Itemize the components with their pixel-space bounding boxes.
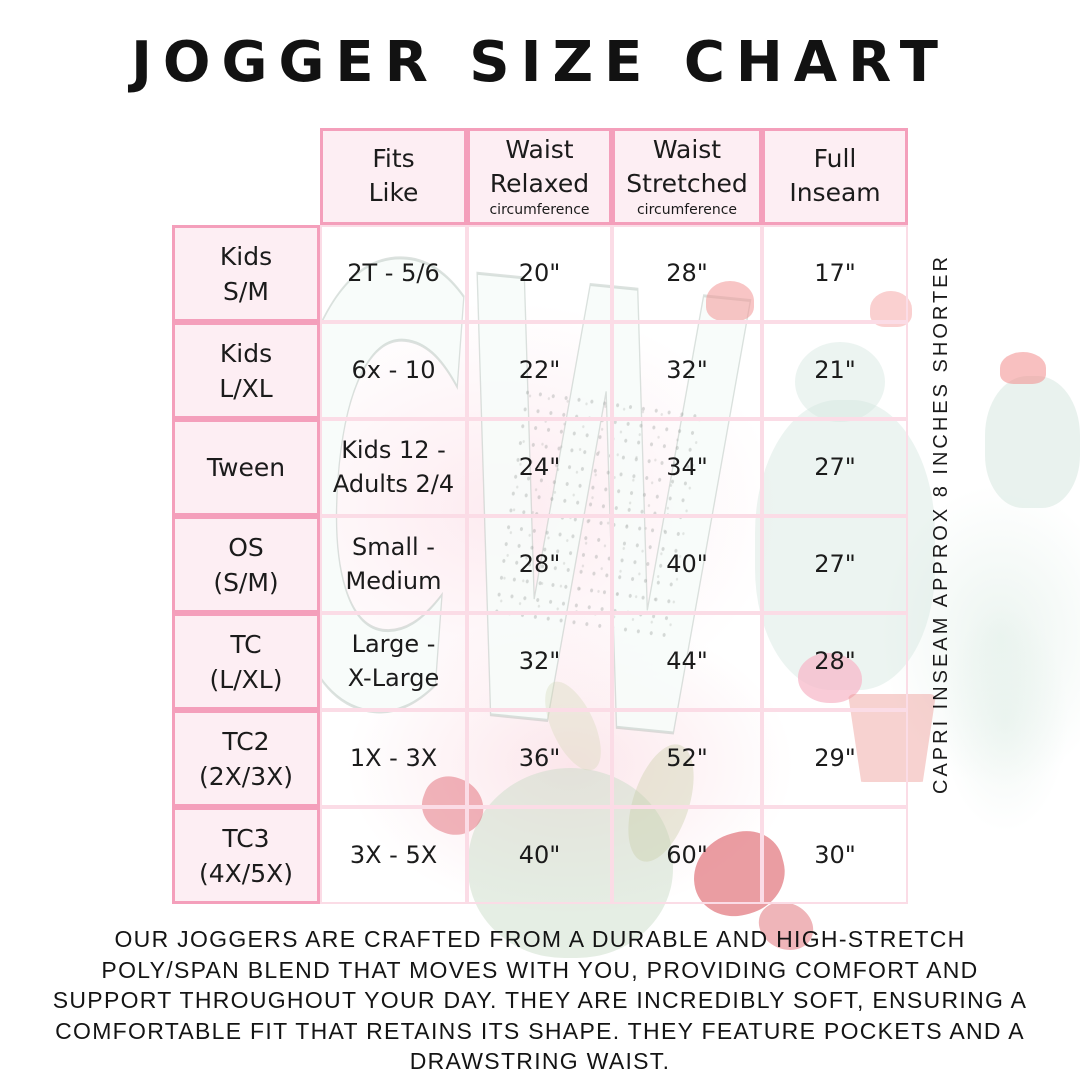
column-header-title: Waist Relaxed bbox=[489, 134, 590, 198]
cell-tc2-full-inseam: 29" bbox=[762, 710, 908, 807]
cell-tc2-waist-stretched: 52" bbox=[612, 710, 762, 807]
column-header-waist-stretched: Waist Stretched circumference bbox=[612, 128, 762, 225]
cell-tc-lxl-full-inseam: 28" bbox=[762, 613, 908, 710]
cell-os-sm-fits-like: Small - Medium bbox=[320, 516, 467, 613]
row-label-tc2: TC2 (2X/3X) bbox=[172, 710, 320, 807]
cell-tc3-waist-relaxed: 40" bbox=[467, 807, 612, 904]
cell-tween-fits-like: Kids 12 - Adults 2/4 bbox=[320, 419, 467, 516]
cell-kids-sm-waist-stretched: 28" bbox=[612, 225, 762, 322]
cell-tween-waist-relaxed: 24" bbox=[467, 419, 612, 516]
row-label-tc3: TC3 (4X/5X) bbox=[172, 807, 320, 904]
cell-kids-sm-full-inseam: 17" bbox=[762, 225, 908, 322]
cell-tc3-fits-like: 3X - 5X bbox=[320, 807, 467, 904]
cell-kids-sm-fits-like: 2T - 5/6 bbox=[320, 225, 467, 322]
column-header-title: Waist Stretched bbox=[626, 134, 748, 198]
row-label-tween: Tween bbox=[172, 419, 320, 516]
row-label-kids-sm: Kids S/M bbox=[172, 225, 320, 322]
column-header-waist-relaxed: Waist Relaxed circumference bbox=[467, 128, 612, 225]
column-header-subtitle: circumference bbox=[489, 202, 590, 219]
cell-kids-lxl-full-inseam: 21" bbox=[762, 322, 908, 419]
cell-kids-sm-waist-relaxed: 20" bbox=[467, 225, 612, 322]
row-label-kids-lxl: Kids L/XL bbox=[172, 322, 320, 419]
cell-os-sm-full-inseam: 27" bbox=[762, 516, 908, 613]
cell-tc-lxl-waist-relaxed: 32" bbox=[467, 613, 612, 710]
column-header-title: Full Inseam bbox=[789, 144, 881, 207]
row-label-os-sm: OS (S/M) bbox=[172, 516, 320, 613]
row-label-tc-lxl: TC (L/XL) bbox=[172, 613, 320, 710]
table-corner-spacer bbox=[172, 128, 320, 225]
cell-tc2-waist-relaxed: 36" bbox=[467, 710, 612, 807]
capri-inseam-note: CAPRI INSEAM APPROX 8 INCHES SHORTER bbox=[930, 254, 952, 794]
cell-tc3-waist-stretched: 60" bbox=[612, 807, 762, 904]
watermark-flower-icon bbox=[1000, 352, 1046, 384]
cell-tween-full-inseam: 27" bbox=[762, 419, 908, 516]
cell-tc2-fits-like: 1X - 3X bbox=[320, 710, 467, 807]
cell-os-sm-waist-stretched: 40" bbox=[612, 516, 762, 613]
page-title: JOGGER SIZE CHART bbox=[131, 30, 949, 95]
watermark-cactus-icon bbox=[985, 376, 1080, 508]
column-header-title: Fits Like bbox=[368, 144, 419, 207]
cell-tc3-full-inseam: 30" bbox=[762, 807, 908, 904]
size-chart-table: Fits Like Waist Relaxed circumference Wa… bbox=[172, 128, 908, 904]
cell-kids-lxl-waist-relaxed: 22" bbox=[467, 322, 612, 419]
cell-os-sm-waist-relaxed: 28" bbox=[467, 516, 612, 613]
column-header-subtitle: circumference bbox=[636, 202, 738, 219]
product-description: OUR JOGGERS ARE CRAFTED FROM A DURABLE A… bbox=[52, 926, 1028, 1075]
column-header-fits-like: Fits Like bbox=[320, 128, 467, 225]
cell-tc-lxl-waist-stretched: 44" bbox=[612, 613, 762, 710]
column-header-full-inseam: Full Inseam bbox=[762, 128, 908, 225]
cell-tween-waist-stretched: 34" bbox=[612, 419, 762, 516]
cell-kids-lxl-waist-stretched: 32" bbox=[612, 322, 762, 419]
cell-kids-lxl-fits-like: 6x - 10 bbox=[320, 322, 467, 419]
cell-tc-lxl-fits-like: Large - X-Large bbox=[320, 613, 467, 710]
